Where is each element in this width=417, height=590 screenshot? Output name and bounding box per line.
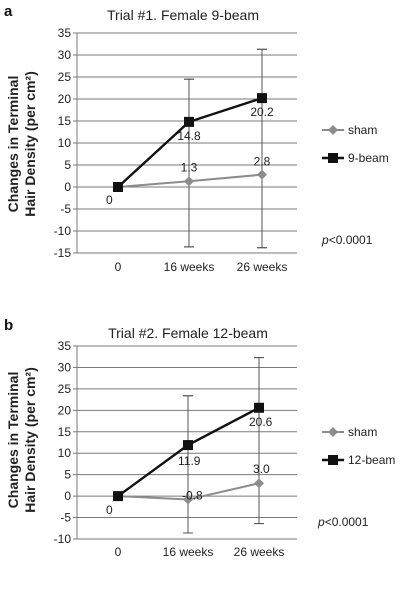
legend-label: sham	[348, 123, 377, 137]
data-point-sham	[257, 169, 267, 180]
legend-marker-9-beam	[328, 153, 338, 163]
y-axis-label-line-2: Hair Density (per cm²)	[22, 367, 38, 512]
y-tick-label: 5	[64, 468, 71, 482]
y-tick-label: 20	[58, 403, 72, 417]
y-axis-label: Changes in Terminal Hair Density (per cm…	[5, 71, 38, 216]
data-label: 14.8	[177, 129, 201, 143]
data-label: -0.8	[182, 489, 203, 503]
p-value-symbol: p	[317, 515, 325, 529]
data-point-sham	[184, 176, 194, 187]
y-tick-label: -5	[60, 202, 71, 216]
data-label: 20.6	[249, 415, 273, 429]
x-tick-label: 0	[115, 260, 122, 274]
p-value-text: <0.0001	[325, 515, 369, 529]
x-tick-label: 0	[115, 545, 122, 559]
x-tick-label: 26 weeks	[234, 545, 285, 559]
data-point-9-beam	[113, 182, 123, 192]
panel-b: b Trial #2. Female 12-beam Changes in Te…	[4, 317, 395, 559]
y-tick-label: 35	[58, 339, 72, 353]
data-point-12-beam	[113, 491, 123, 502]
y-tick-label: 15	[58, 114, 72, 128]
x-tick-label: 16 weeks	[163, 545, 214, 559]
data-label: 2.8	[254, 155, 271, 169]
y-tick-label: -15	[54, 246, 72, 260]
data-point-12-beam	[183, 440, 193, 451]
y-tick-label: 10	[58, 446, 72, 460]
x-tick-label: 26 weeks	[237, 260, 288, 274]
data-point-sham	[254, 478, 264, 489]
y-tick-label: 10	[58, 136, 72, 150]
y-tick-label: 15	[58, 425, 72, 439]
data-label: 0	[106, 193, 113, 207]
legend-label: 9-beam	[348, 151, 389, 165]
y-tick-label: 35	[58, 26, 72, 40]
panel-letter: b	[4, 317, 13, 334]
y-tick-label: -10	[54, 224, 72, 238]
data-label: 3.0	[253, 462, 270, 476]
p-value-symbol: p	[321, 233, 329, 247]
legend-label: sham	[348, 425, 377, 439]
y-tick-label: -10	[54, 532, 72, 546]
panel-a: a Trial #1. Female 9-beam Changes in Ter…	[4, 3, 389, 274]
y-tick-label: 30	[58, 48, 72, 62]
legend-marker-sham	[328, 427, 338, 437]
data-label: 0	[106, 503, 113, 517]
data-point-sham	[183, 494, 193, 505]
y-axis-label-line-2: Hair Density (per cm²)	[22, 71, 38, 216]
plot-area: -10 -5 0 5 10 15 20 25 30 35 0 16 weeks 26 weeks 0 -0.…	[54, 339, 396, 559]
y-tick-label: 0	[64, 489, 71, 503]
y-tick-label: 0	[64, 180, 71, 194]
data-point-9-beam	[184, 116, 194, 127]
panel-letter: a	[4, 3, 13, 20]
data-point-12-beam	[254, 402, 264, 413]
y-tick-label: 25	[58, 70, 72, 84]
data-label: 11.9	[178, 454, 201, 468]
data-label: 20.2	[250, 105, 274, 119]
y-axis-label: Changes in Terminal Hair Density (per cm…	[5, 367, 38, 512]
chart-title: Trial #2. Female 12-beam	[108, 325, 268, 341]
plot-area: -15 -10 -5 0 5 10 15 20 25 30 35 0 16 weeks 26 weeks 0…	[54, 26, 389, 274]
p-value: p<0.0001	[317, 515, 369, 529]
y-tick-label: 5	[64, 158, 71, 172]
p-value: p<0.0001	[321, 233, 373, 247]
y-tick-label: 20	[58, 92, 72, 106]
y-axis-label-line-1: Changes in Terminal	[5, 76, 21, 213]
y-tick-label: 25	[58, 382, 72, 396]
legend-marker-12-beam	[328, 455, 338, 465]
p-value-text: <0.0001	[329, 233, 373, 247]
data-label: 1.3	[181, 160, 198, 174]
legend-label: 12-beam	[348, 453, 395, 467]
y-tick-label: 30	[58, 360, 72, 374]
legend-marker-sham	[328, 125, 338, 135]
x-tick-label: 16 weeks	[164, 260, 215, 274]
data-point-9-beam	[257, 93, 267, 104]
chart-title: Trial #1. Female 9-beam	[107, 7, 259, 23]
y-tick-label: -5	[60, 511, 71, 525]
y-axis-label-line-1: Changes in Terminal	[5, 372, 21, 509]
